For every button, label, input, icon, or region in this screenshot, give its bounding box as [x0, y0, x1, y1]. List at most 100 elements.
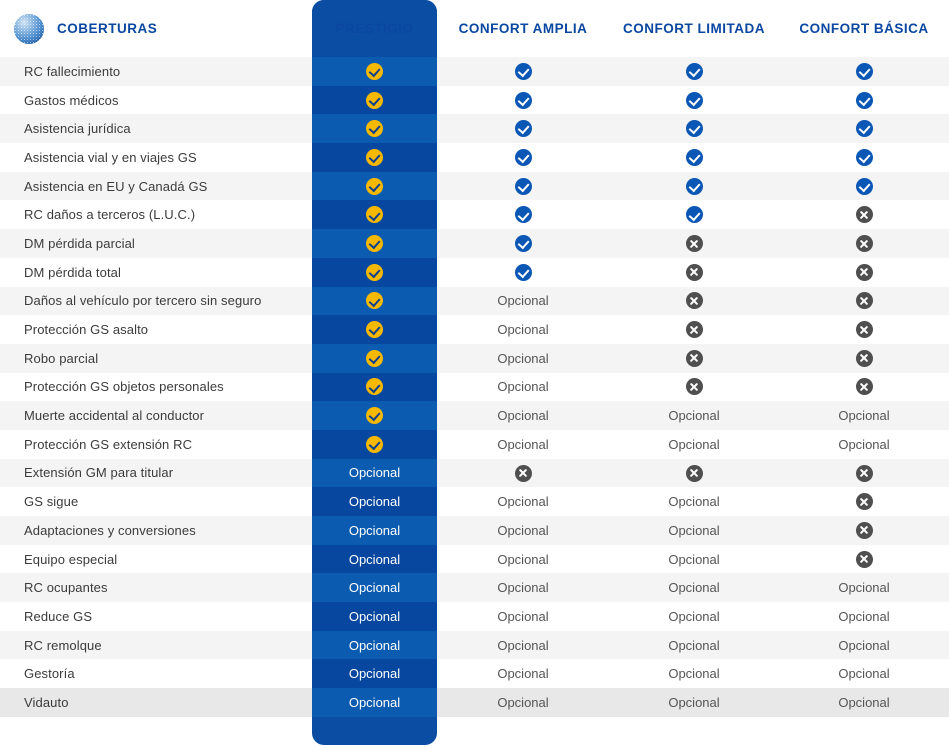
table-row: Daños al vehículo por tercero sin seguro… [0, 286, 949, 316]
optional-label: Opcional [497, 694, 549, 710]
optional-label: Opcional [497, 608, 549, 624]
column-header-confort-basica[interactable]: CONFORT BÁSICA [799, 21, 929, 36]
table-row: DM pérdida parcial [0, 229, 949, 258]
check-circle-icon [366, 62, 383, 80]
optional-label: Opcional [497, 436, 549, 452]
cell-confort-amplia [437, 57, 609, 86]
table-row: Adaptaciones y conversiones Opcional Opcio… [0, 516, 949, 545]
cell-prestigio: Opcional [312, 688, 437, 717]
cell-confort-limitada: Opcional [609, 487, 779, 516]
optional-label: Opcional [838, 637, 890, 653]
cell-confort-amplia [437, 200, 609, 230]
cell-confort-basica [779, 286, 949, 316]
column-header-confort-amplia[interactable]: CONFORT AMPLIA [458, 21, 588, 36]
table-row: Robo parcial Opcional [0, 343, 949, 373]
optional-label: Opcional [497, 522, 549, 538]
check-circle-icon [514, 177, 532, 195]
check-circle-icon [366, 177, 383, 195]
coverage-name-cell: Muerte accidental al conductor [0, 401, 312, 430]
cell-prestigio [312, 373, 437, 402]
check-circle-icon [514, 120, 532, 138]
coverage-name-cell: Protección GS extensión RC [0, 429, 312, 459]
cross-circle-icon [685, 464, 703, 482]
prestigio-stripe [312, 630, 437, 660]
cell-confort-amplia: Opcional [437, 544, 609, 574]
cell-prestigio: Opcional [312, 573, 437, 602]
cell-prestigio [312, 200, 437, 229]
cross-circle-icon [855, 378, 873, 396]
cell-confort-limitada: Opcional [609, 659, 779, 689]
optional-label: Opcional [838, 608, 890, 624]
cell-confort-amplia [437, 143, 609, 172]
optional-label: Opcional [497, 551, 549, 567]
cell-confort-basica [779, 516, 949, 545]
prestigio-stripe [312, 458, 437, 488]
check-circle-icon [366, 292, 383, 310]
coverage-comparison-table: COBERTURAS PRESTIGIO CONFORT AMPLIA CONF… [0, 0, 949, 717]
cell-confort-basica [779, 171, 949, 201]
optional-label: Opcional [348, 666, 401, 682]
check-circle-icon [514, 235, 532, 252]
coverages-header-label: COBERTURAS [57, 21, 158, 36]
cell-confort-amplia: Opcional [437, 602, 609, 631]
coverage-name-cell: Gestoría [0, 659, 312, 689]
check-circle-icon [514, 91, 532, 109]
table-row: DM pérdida total [0, 257, 949, 287]
optional-label: Opcional [497, 293, 549, 309]
optional-label: Opcional [348, 637, 401, 653]
cross-circle-icon [685, 349, 703, 367]
cell-confort-basica [779, 544, 949, 574]
cross-circle-icon [685, 378, 703, 396]
optional-label: Opcional [348, 465, 401, 481]
cell-prestigio [312, 172, 437, 201]
cross-circle-icon [855, 550, 873, 568]
cell-confort-basica: Opcional [779, 401, 949, 430]
globe-sphere-logo-icon [14, 13, 44, 44]
check-circle-icon [366, 435, 383, 453]
cell-prestigio: Opcional [312, 631, 437, 660]
cell-confort-limitada: Opcional [609, 429, 779, 459]
coverage-name-cell: RC fallecimiento [0, 57, 312, 86]
optional-label: Opcional [348, 494, 401, 510]
optional-label: Opcional [838, 580, 890, 596]
cell-confort-limitada [609, 143, 779, 172]
optional-label: Opcional [497, 637, 549, 653]
cell-confort-limitada [609, 458, 779, 488]
optional-label: Opcional [497, 580, 549, 596]
optional-label: Opcional [497, 494, 549, 510]
check-circle-icon [685, 91, 703, 109]
optional-label: Opcional [497, 666, 549, 682]
column-header-confort-limitada[interactable]: CONFORT LIMITADA [623, 21, 765, 36]
cell-confort-amplia: Opcional [437, 372, 609, 402]
cross-circle-icon [855, 206, 873, 224]
check-circle-icon [855, 62, 873, 80]
cell-prestigio: Opcional [312, 516, 437, 545]
cell-prestigio [312, 287, 437, 316]
prestigio-stripe [312, 659, 437, 689]
coverage-name-cell: Adaptaciones y conversiones [0, 516, 312, 545]
cell-prestigio [312, 258, 437, 287]
cell-confort-limitada [609, 85, 779, 115]
cross-circle-icon [514, 464, 532, 482]
cross-circle-icon [855, 521, 873, 539]
check-circle-icon [366, 378, 383, 396]
cell-confort-amplia: Opcional [437, 659, 609, 689]
coverage-name-cell: RC ocupantes [0, 573, 312, 603]
coverage-name-cell: Protección GS asalto [0, 315, 312, 344]
cell-confort-limitada [609, 57, 779, 86]
cell-prestigio [312, 143, 437, 172]
prestigio-stripe [312, 516, 437, 545]
coverage-name-cell: Equipo especial [0, 544, 312, 574]
column-header-prestigio[interactable]: PRESTIGIO [335, 21, 414, 36]
optional-label: Opcional [348, 551, 401, 567]
check-circle-icon [514, 206, 532, 224]
optional-label: Opcional [668, 694, 720, 710]
coverage-name-cell: Asistencia vial y en viajes GS [0, 143, 312, 172]
cell-prestigio [312, 57, 437, 86]
cross-circle-icon [855, 464, 873, 482]
prestigio-stripe [312, 487, 437, 516]
check-circle-icon [855, 148, 873, 166]
check-circle-icon [366, 263, 383, 281]
coverage-name-cell: RC remolque [0, 630, 312, 660]
cell-prestigio [312, 315, 437, 344]
